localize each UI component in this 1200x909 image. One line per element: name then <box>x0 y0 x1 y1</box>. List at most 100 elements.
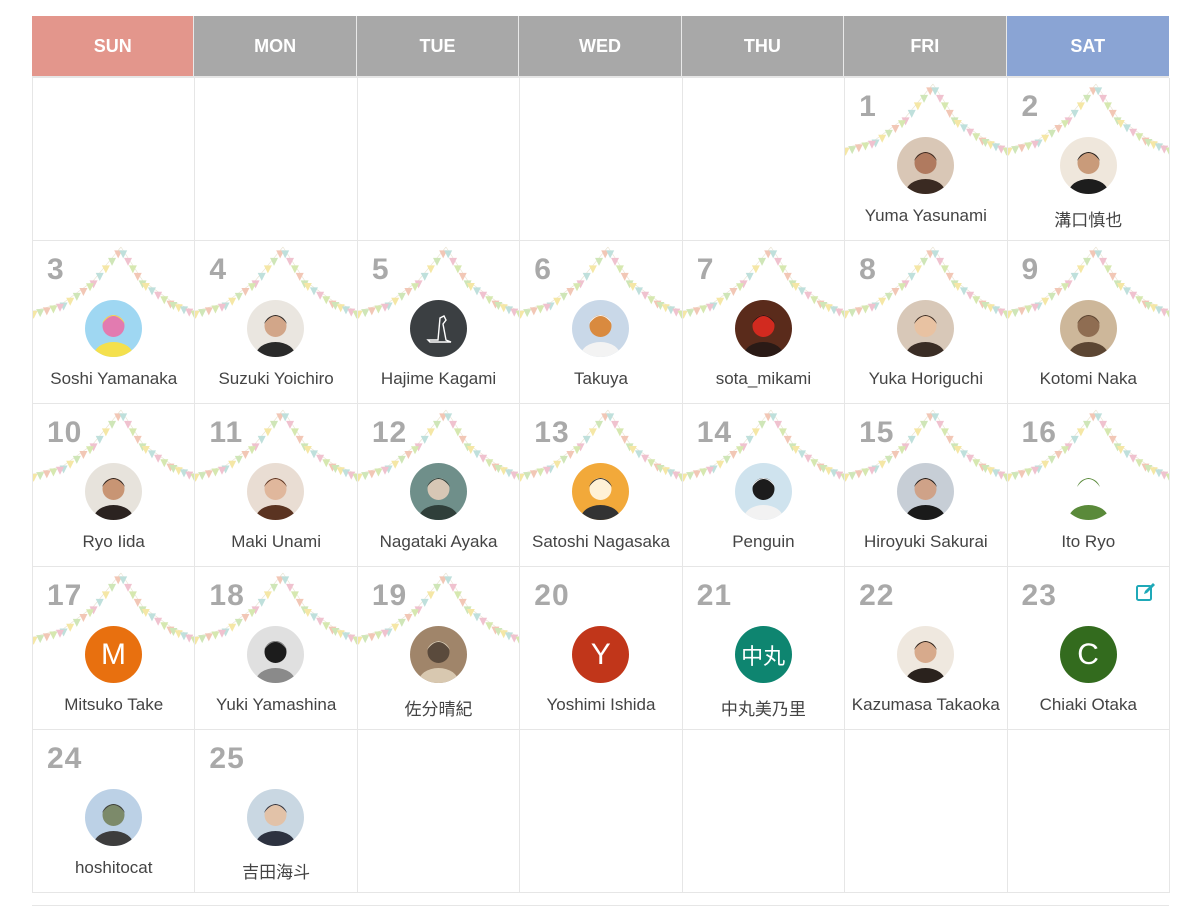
day-cell-14[interactable]: 14 Penguin <box>682 404 846 567</box>
weekday-thu: THU <box>681 16 845 76</box>
day-cell-2[interactable]: 2 溝口慎也 <box>1007 78 1170 241</box>
user-name[interactable]: sota_mikami <box>715 369 812 388</box>
user-avatar[interactable] <box>85 300 142 357</box>
day-number: 13 <box>534 416 570 449</box>
calendar-grid: 1 Yuma Yasunami 2 溝口慎也 3 Soshi Yamanaka 4 Suzuk… <box>32 76 1170 893</box>
user-avatar[interactable] <box>1059 300 1117 357</box>
empty-day-cell <box>682 78 846 241</box>
user-name[interactable]: Suzuki Yoichiro <box>218 369 334 388</box>
weekday-sat: SAT <box>1006 16 1169 76</box>
user-name[interactable]: 佐分晴紀 <box>404 700 473 719</box>
user-name[interactable]: Yuka Horiguchi <box>868 369 983 388</box>
user-avatar[interactable] <box>734 300 792 357</box>
user-avatar[interactable]: Y <box>572 626 630 683</box>
day-cell-7[interactable]: 7 sota_mikami <box>682 241 846 404</box>
user-name[interactable]: Takuya <box>574 369 628 388</box>
empty-day-cell <box>1007 730 1170 893</box>
user-avatar[interactable] <box>897 626 955 683</box>
week-row: 17 M Mitsuko Take 18 Yuki Yamashina 19 佐分晴紀 20 Y… <box>33 567 1170 730</box>
user-name[interactable]: Hajime Kagami <box>380 369 497 388</box>
day-cell-19[interactable]: 19 佐分晴紀 <box>357 567 521 730</box>
user-name[interactable]: Kazumasa Takaoka <box>851 695 1000 714</box>
user-avatar[interactable] <box>85 789 142 846</box>
day-cell-8[interactable]: 8 Yuka Horiguchi <box>845 241 1008 404</box>
user-name[interactable]: Kotomi Naka <box>1039 369 1137 388</box>
user-name[interactable]: hoshitocat <box>74 858 153 877</box>
user-avatar[interactable]: C <box>1059 626 1117 683</box>
user-avatar[interactable] <box>572 300 630 357</box>
day-cell-18[interactable]: 18 Yuki Yamashina <box>195 567 358 730</box>
user-avatar[interactable] <box>572 463 630 520</box>
user-name[interactable]: 中丸美乃里 <box>720 700 806 719</box>
divider <box>32 905 1169 906</box>
day-cell-10[interactable]: 10 Ryo Iida <box>33 404 196 567</box>
day-cell-6[interactable]: 6 Takuya <box>520 241 683 404</box>
day-cell-9[interactable]: 9 Kotomi Naka <box>1007 241 1170 404</box>
day-cell-25[interactable]: 25 吉田海斗 <box>195 730 358 893</box>
user-name[interactable]: 吉田海斗 <box>242 863 311 882</box>
day-number: 19 <box>371 579 408 612</box>
day-cell-12[interactable]: 12 Nagataki Ayaka <box>357 404 521 567</box>
user-avatar[interactable] <box>247 300 305 357</box>
user-name[interactable]: Chiaki Otaka <box>1039 695 1137 714</box>
user-avatar[interactable] <box>897 137 955 194</box>
user-name[interactable]: Ito Ryo <box>1061 532 1116 551</box>
user-avatar[interactable] <box>897 463 955 520</box>
day-cell-3[interactable]: 3 Soshi Yamanaka <box>33 241 196 404</box>
user-name[interactable]: Yuki Yamashina <box>215 695 337 714</box>
user-name[interactable]: Penguin <box>732 532 795 551</box>
day-cell-24[interactable]: 24 hoshitocat <box>33 730 196 893</box>
user-avatar[interactable] <box>247 626 305 683</box>
weekday-mon: MON <box>194 16 357 76</box>
day-cell-5[interactable]: 5 Hajime Kagami <box>357 241 521 404</box>
day-number: 21 <box>696 579 733 612</box>
user-name[interactable]: Hiroyuki Sakurai <box>863 532 988 551</box>
day-cell-20[interactable]: 20 Y Yoshimi Ishida <box>520 567 683 730</box>
advent-calendar: SUN MON TUE WED THU FRI SAT 1 Yuma Yasunami 2 溝口慎… <box>32 16 1170 893</box>
user-name[interactable]: Maki Unami <box>231 532 321 551</box>
user-avatar[interactable] <box>409 626 467 683</box>
user-name[interactable]: Nagataki Ayaka <box>379 532 498 551</box>
user-avatar[interactable] <box>734 463 792 520</box>
day-cell-16[interactable]: 16 Ito Ryo <box>1007 404 1170 567</box>
day-cell-21[interactable]: 21 中丸中丸美乃里 <box>682 567 846 730</box>
day-number: 10 <box>47 416 83 449</box>
day-number: 6 <box>534 253 552 286</box>
day-cell-17[interactable]: 17 M Mitsuko Take <box>33 567 196 730</box>
user-avatar[interactable] <box>409 300 467 357</box>
user-name[interactable]: Soshi Yamanaka <box>50 369 178 388</box>
day-cell-11[interactable]: 11 Maki Unami <box>195 404 358 567</box>
week-row: 1 Yuma Yasunami 2 溝口慎也 <box>33 78 1170 241</box>
day-cell-13[interactable]: 13 Satoshi Nagasaka <box>520 404 683 567</box>
user-name[interactable]: Ryo Iida <box>82 532 145 551</box>
day-cell-15[interactable]: 15 Hiroyuki Sakurai <box>845 404 1008 567</box>
user-avatar[interactable]: M <box>85 626 142 683</box>
user-avatar[interactable]: 中丸 <box>734 626 792 683</box>
day-cell-4[interactable]: 4 Suzuki Yoichiro <box>195 241 358 404</box>
user-name[interactable]: Mitsuko Take <box>64 695 164 714</box>
user-name[interactable]: Yoshimi Ishida <box>546 695 656 714</box>
week-row: 10 Ryo Iida 11 Maki Unami 12 Nagataki Ayaka 13… <box>33 404 1170 567</box>
day-number: 2 <box>1021 90 1040 123</box>
user-name[interactable]: Yuma Yasunami <box>864 206 987 225</box>
empty-day-cell <box>33 78 196 241</box>
user-name[interactable]: 溝口慎也 <box>1054 211 1123 230</box>
edit-icon[interactable] <box>1135 581 1157 603</box>
user-avatar[interactable] <box>1059 463 1117 520</box>
day-number: 24 <box>47 742 83 775</box>
user-avatar[interactable] <box>1059 137 1117 194</box>
user-avatar[interactable] <box>247 463 305 520</box>
user-avatar[interactable] <box>409 463 467 520</box>
user-avatar[interactable] <box>897 300 955 357</box>
day-number: 1 <box>859 90 877 123</box>
user-avatar[interactable] <box>247 789 305 846</box>
week-row: 3 Soshi Yamanaka 4 Suzuki Yoichiro 5 Hajime K… <box>33 241 1170 404</box>
day-cell-1[interactable]: 1 Yuma Yasunami <box>845 78 1008 241</box>
day-cell-22[interactable]: 22 Kazumasa Takaoka <box>845 567 1008 730</box>
day-number: 12 <box>371 416 408 449</box>
user-name[interactable]: Satoshi Nagasaka <box>531 532 670 551</box>
empty-day-cell <box>357 730 521 893</box>
user-avatar[interactable] <box>85 463 142 520</box>
day-cell-23[interactable]: 23 C Chiaki Otaka <box>1007 567 1170 730</box>
day-number: 7 <box>696 253 715 286</box>
